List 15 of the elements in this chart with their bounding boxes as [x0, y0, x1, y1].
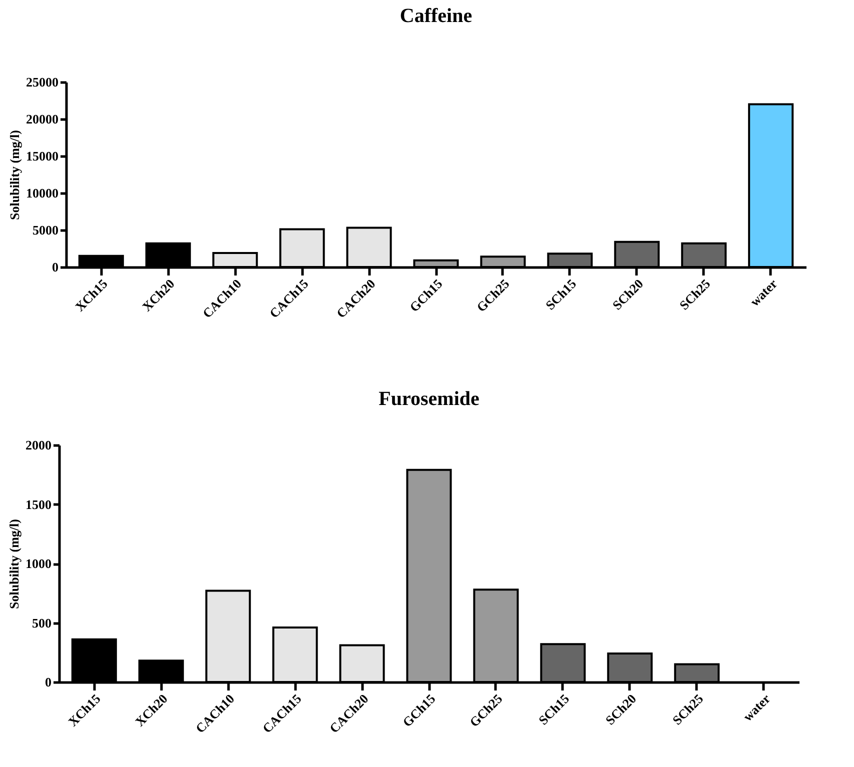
y-tick-label: 500 — [32, 615, 52, 630]
y-tick-label: 0 — [45, 674, 52, 690]
y-tick-label: 2000 — [26, 438, 52, 452]
chart-title: Furosemide — [378, 388, 480, 410]
y-tick-label: 1500 — [26, 496, 52, 512]
chart-title: Caffeine — [400, 5, 472, 27]
y-tick-label: 10000 — [26, 186, 58, 200]
y-tick-label: 15000 — [26, 148, 58, 164]
y-tick-label: 25000 — [26, 74, 58, 90]
y-axis-title: Solubility (mg/l) — [7, 130, 22, 220]
y-tick-label: 5000 — [32, 222, 58, 238]
y-axis-title: Solubility (mg/l) — [6, 519, 22, 609]
y-tick-label: 20000 — [26, 112, 58, 126]
y-tick-label: 1000 — [26, 556, 52, 571]
y-tick-label: 0 — [52, 260, 58, 274]
